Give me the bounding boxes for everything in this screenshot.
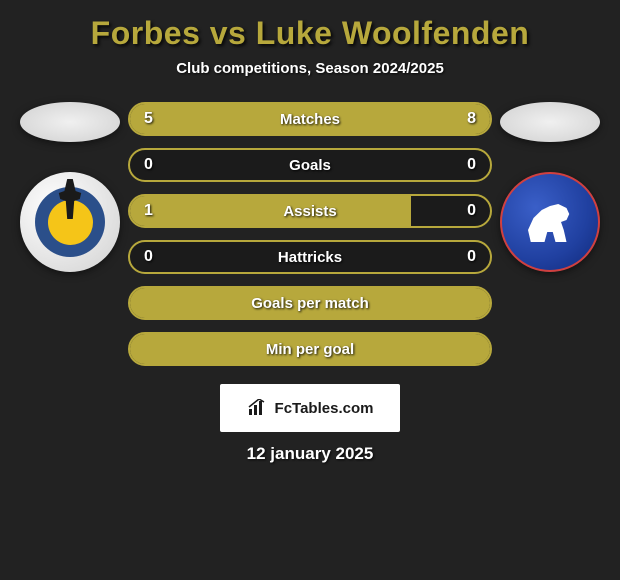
stat-value-right: 0 <box>467 202 476 220</box>
stat-label: Goals per match <box>251 295 369 312</box>
badge-right-horse-icon <box>523 202 578 242</box>
brand-chart-icon <box>247 399 269 417</box>
player-right-photo <box>500 102 600 142</box>
stat-label: Matches <box>280 111 340 128</box>
page-title: Forbes vs Luke Woolfenden <box>10 15 610 52</box>
stat-label: Goals <box>289 157 331 174</box>
stat-fill-left <box>130 196 411 226</box>
stat-value-right: 0 <box>467 156 476 174</box>
player-left-photo <box>20 102 120 142</box>
brand-text: FcTables.com <box>275 400 374 417</box>
stat-row: 5 Matches 8 <box>128 102 492 136</box>
stat-value-right: 0 <box>467 248 476 266</box>
stat-label: Min per goal <box>266 341 354 358</box>
stats-bars: 5 Matches 8 0 Goals 0 1 Assists 0 0 Hattricks 0 Goal… <box>120 102 500 366</box>
stat-row: 0 Hattricks 0 <box>128 240 492 274</box>
player-left-column <box>20 102 120 272</box>
club-badge-left <box>20 172 120 272</box>
stat-value-left: 0 <box>144 248 153 266</box>
stats-area: 5 Matches 8 0 Goals 0 1 Assists 0 0 Hattricks 0 Goal… <box>10 102 610 366</box>
stat-row: Goals per match <box>128 286 492 320</box>
stat-label: Assists <box>283 203 336 220</box>
stat-value-left: 1 <box>144 202 153 220</box>
club-badge-right <box>500 172 600 272</box>
player-right-column <box>500 102 600 272</box>
stat-label: Hattricks <box>278 249 342 266</box>
stat-value-left: 0 <box>144 156 153 174</box>
stat-row: 0 Goals 0 <box>128 148 492 182</box>
stat-row: 1 Assists 0 <box>128 194 492 228</box>
date-text: 12 january 2025 <box>10 444 610 464</box>
page-subtitle: Club competitions, Season 2024/2025 <box>10 60 610 77</box>
brand-box[interactable]: FcTables.com <box>220 384 400 432</box>
stat-row: Min per goal <box>128 332 492 366</box>
stat-value-right: 8 <box>467 110 476 128</box>
stat-value-left: 5 <box>144 110 153 128</box>
comparison-infographic: Forbes vs Luke Woolfenden Club competiti… <box>0 0 620 479</box>
badge-left-ring <box>35 187 105 257</box>
